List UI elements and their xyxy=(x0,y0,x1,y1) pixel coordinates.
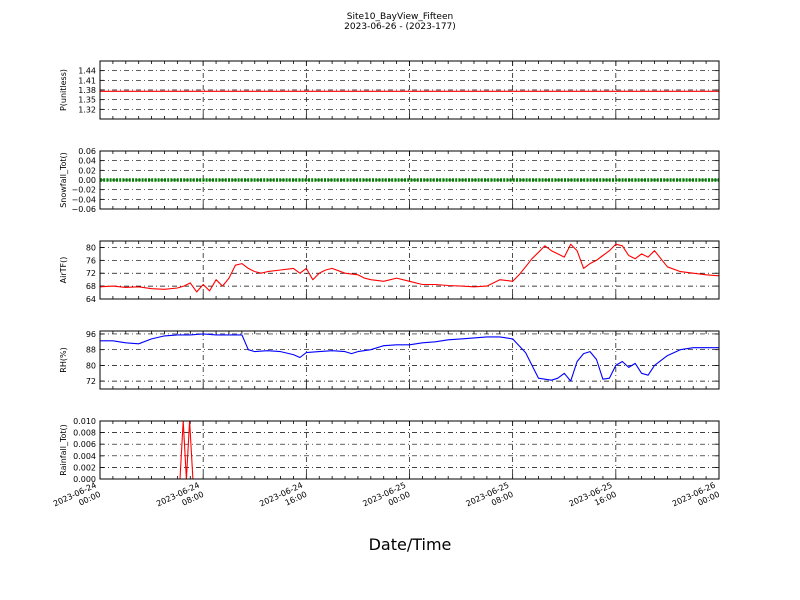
y-axis-label: P(unitless) xyxy=(59,69,68,111)
panels: 1.441.411.381.351.32P(unitless)0.060.040… xyxy=(59,60,720,484)
y-tick-label: 0.04 xyxy=(78,157,96,166)
y-axis-label: Rainfall_Tot() xyxy=(59,424,68,476)
panel-frame xyxy=(99,240,720,300)
panel-frame xyxy=(99,150,720,210)
y-tick-label: 88 xyxy=(86,346,96,355)
y-tick-label: 96 xyxy=(86,330,96,339)
y-tick-label: 0.008 xyxy=(73,429,96,438)
y-tick-label: 72 xyxy=(86,269,96,278)
series-line xyxy=(99,243,720,293)
x-tick-label: 2023-06-2416:00 xyxy=(258,481,308,518)
panel-frame xyxy=(99,420,720,480)
y-tick-label: −0.04 xyxy=(71,195,96,204)
y-tick-label: 1.41 xyxy=(78,76,96,85)
y-tick-label: 68 xyxy=(86,282,96,291)
chart-title: Site10_BayView_Fifteen xyxy=(347,12,453,22)
y-tick-label: 80 xyxy=(86,361,96,370)
x-axis-label: Date/Time xyxy=(369,535,452,554)
y-tick-label: 1.38 xyxy=(78,86,96,95)
panel-2: 0.060.040.020.00−0.02−0.04−0.06Snowfall_… xyxy=(59,147,720,214)
x-tick-label: 2023-06-2400:00 xyxy=(52,481,102,518)
x-tick-label: 2023-06-2408:00 xyxy=(155,481,205,518)
chart-subtitle: 2023-06-26 - (2023-177) xyxy=(344,22,456,32)
y-tick-label: 0.06 xyxy=(78,147,96,156)
y-tick-label: 64 xyxy=(86,295,96,304)
y-tick-label: 0.002 xyxy=(73,463,96,472)
series-line xyxy=(100,333,719,382)
panel-4: 96 88 80 72 RH(%) xyxy=(59,330,720,390)
y-tick-label: −0.06 xyxy=(71,205,96,214)
y-tick-label: 0.00 xyxy=(78,176,96,185)
y-tick-label: 0.000 xyxy=(73,475,96,484)
panel-frame xyxy=(99,330,720,390)
x-tick-labels: 2023-06-2400:00 2023-06-2408:00 2023-06-24… xyxy=(52,481,721,518)
y-tick-label: 80 xyxy=(86,243,96,252)
y-axis-label: AirTF() xyxy=(59,257,68,284)
panel-5: 0.010 0.008 0.006 0.004 0.002 0.000 Rainfall_T… xyxy=(59,417,720,484)
panel-1: 1.441.411.381.351.32 P(unitless) xyxy=(59,60,720,120)
x-tick-label: 2023-06-2500:00 xyxy=(361,481,411,518)
panel-frame xyxy=(99,60,720,120)
y-axis-label: RH(%) xyxy=(59,347,68,372)
x-tick-label: 2023-06-2516:00 xyxy=(568,481,618,518)
x-tick-label: 2023-06-2600:00 xyxy=(671,481,721,518)
y-tick-label: 72 xyxy=(86,377,96,386)
y-tick-label: −0.02 xyxy=(71,186,96,195)
y-tick-label: 1.35 xyxy=(78,96,96,105)
y-tick-label: 0.006 xyxy=(73,440,96,449)
y-tick-label: 1.32 xyxy=(78,105,96,114)
x-tick-label: 2023-06-2508:00 xyxy=(465,481,515,518)
y-tick-label: 0.010 xyxy=(73,417,96,426)
y-tick-label: 0.02 xyxy=(78,166,96,175)
y-tick-label: 1.44 xyxy=(78,67,96,76)
y-tick-label: 76 xyxy=(86,256,96,265)
panel-3: 80 76 72 68 64 AirTF() xyxy=(59,240,720,304)
y-tick-label: 0.004 xyxy=(73,452,96,461)
y-axis-label: Snowfall_Tot() xyxy=(59,152,68,208)
